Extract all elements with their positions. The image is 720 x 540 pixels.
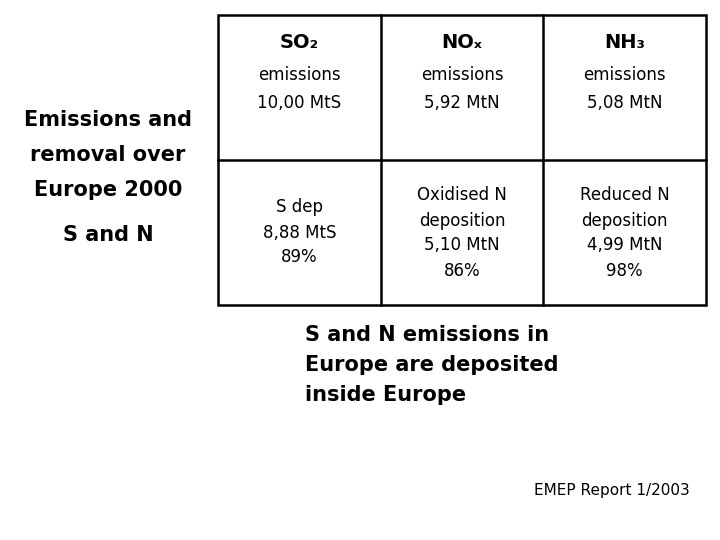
- Text: 4,99 MtN: 4,99 MtN: [587, 237, 662, 254]
- Text: 86%: 86%: [444, 261, 480, 280]
- Text: emissions: emissions: [258, 66, 341, 84]
- Text: 5,10 MtN: 5,10 MtN: [424, 237, 500, 254]
- Bar: [218, 15, 706, 305]
- Text: deposition: deposition: [582, 212, 668, 230]
- Text: emissions: emissions: [583, 66, 666, 84]
- Text: Reduced N: Reduced N: [580, 186, 670, 205]
- Text: EMEP Report 1/2003: EMEP Report 1/2003: [534, 483, 690, 497]
- Text: 5,92 MtN: 5,92 MtN: [424, 94, 500, 112]
- Text: Oxidised N: Oxidised N: [417, 186, 507, 205]
- Text: SO₂: SO₂: [280, 33, 319, 52]
- Text: 8,88 MtS: 8,88 MtS: [263, 224, 336, 241]
- Text: S dep: S dep: [276, 199, 323, 217]
- Text: S and N: S and N: [63, 225, 153, 245]
- Text: 89%: 89%: [281, 248, 318, 267]
- Text: removal over: removal over: [30, 145, 186, 165]
- Text: 5,08 MtN: 5,08 MtN: [587, 94, 662, 112]
- Text: NOₓ: NOₓ: [441, 33, 482, 52]
- Text: 10,00 MtS: 10,00 MtS: [257, 94, 341, 112]
- Text: S and N emissions in: S and N emissions in: [305, 325, 549, 345]
- Text: Europe are deposited: Europe are deposited: [305, 355, 559, 375]
- Text: emissions: emissions: [420, 66, 503, 84]
- Text: 98%: 98%: [606, 261, 643, 280]
- Text: NH₃: NH₃: [604, 33, 645, 52]
- Text: deposition: deposition: [419, 212, 505, 230]
- Text: Europe 2000: Europe 2000: [34, 180, 182, 200]
- Text: Emissions and: Emissions and: [24, 110, 192, 130]
- Text: inside Europe: inside Europe: [305, 385, 466, 405]
